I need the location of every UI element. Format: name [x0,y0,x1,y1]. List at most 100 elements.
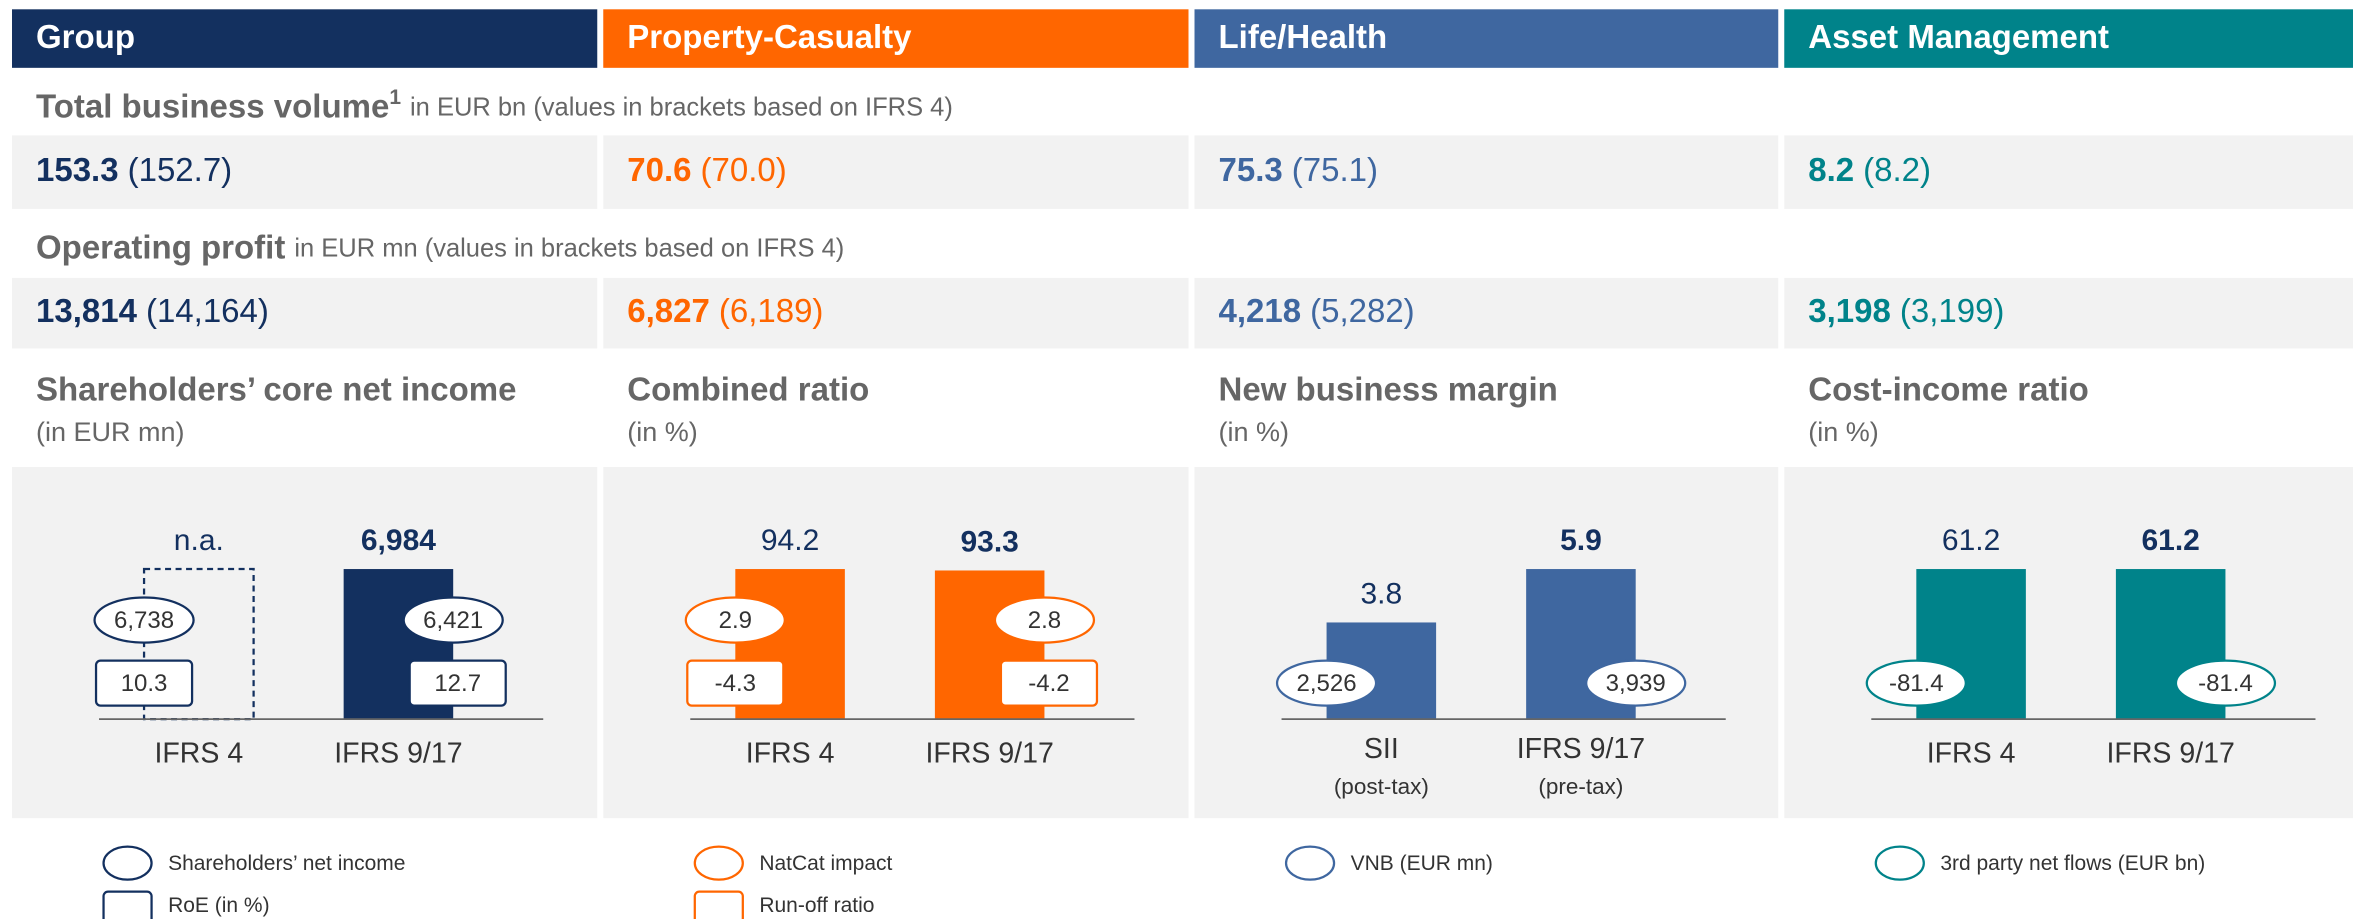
segment-header [1194,9,1779,68]
value-label: 94.2 [761,524,819,557]
metric-panel [1784,135,2353,209]
chart-title: Combined ratio [627,371,869,408]
metric-value: 153.3 (152.7) [36,151,232,188]
metric-bracket: (6,189) [719,292,824,329]
legend-box [102,890,153,919]
segment-title: Life/Health [1219,18,1388,55]
kpi-box [686,659,785,707]
legend-label: Shareholders’ net income [168,852,405,875]
metric-panel [1784,277,2353,349]
kpi-box-label: 12.7 [434,670,481,697]
metric-current: 3,198 [1808,292,1891,329]
placeholder-bar [142,567,255,721]
legend-label: RoE (in %) [168,894,270,917]
kpi-ellipse-label: -81.4 [2198,670,2253,697]
metric-bracket: (75.1) [1292,151,1378,188]
category-label: IFRS 4 [746,738,835,770]
legend-ellipse [102,845,153,881]
metric-current: 75.3 [1219,151,1283,188]
kpi-ellipse [1585,659,1687,707]
chart-title: Cost-income ratio [1808,371,2089,408]
metric-current: 8.2 [1808,151,1854,188]
metric-panel [603,277,1189,349]
kpi-box [999,659,1099,707]
metric-panel [1194,135,1779,209]
legend-label: Run-off ratio [759,894,874,917]
metric-panel [603,135,1189,209]
kpi-ellipse-label: 2.9 [719,607,752,634]
chart-title: Shareholders’ core net income [36,371,516,408]
legend-ellipse [1284,845,1336,881]
kpi-ellipse-label: 3,939 [1606,670,1666,697]
category-label: IFRS 9/17 [926,738,1054,770]
metric-bracket: (70.0) [701,151,787,188]
metric-current: 13,814 [36,292,138,329]
metric-bracket: (152.7) [128,151,233,188]
segment-header [1784,9,2353,68]
kpi-box [408,659,507,707]
metric-title: Operating profit [36,228,285,265]
kpi-ellipse [684,596,786,644]
metric-panel [12,277,598,349]
chart-title: New business margin [1219,371,1558,408]
kpi-box-label: 10.3 [121,670,168,697]
legend-ellipse [693,845,744,881]
legend-label: VNB (EUR mn) [1351,852,1493,875]
metric-unit: in EUR bn (values in brackets based on I… [410,93,953,121]
legend-ellipse [1874,845,1925,881]
kpi-ellipse [2174,659,2277,707]
legend-label: 3rd party net flows (EUR bn) [1940,852,2205,875]
metric-current: 6,827 [627,292,710,329]
metric-bracket: (5,282) [1310,292,1415,329]
category-label: IFRS 9/17 [334,738,462,770]
segment-header [603,9,1189,68]
kpi-ellipse-label: 2,526 [1297,670,1357,697]
category-label: IFRS 9/17 [2107,738,2235,770]
metric-bracket: (14,164) [146,292,269,329]
chart-subtitle: (in EUR mn) [36,417,185,447]
value-label: 61.2 [2141,524,2199,557]
value-label: 93.3 [960,525,1018,558]
metric-current: 153.3 [36,151,119,188]
chart-panel [1784,467,2353,819]
metric-unit: in EUR mn (values in brackets based on I… [294,234,844,262]
metric-current: 4,218 [1219,292,1302,329]
segment-title: Property-Casualty [627,18,912,55]
chart-subtitle: (in %) [1219,417,1290,447]
value-label: 61.2 [1942,524,2000,557]
metric-value: 6,827 (6,189) [627,292,823,329]
kpi-ellipse [402,596,504,644]
category-note: (pre-tax) [1538,774,1623,799]
category-label: IFRS 9/17 [1517,733,1645,765]
value-label: 5.9 [1560,524,1602,557]
metric-title: Total business volume [36,87,389,124]
value-label: 6,984 [361,524,436,557]
footnote-mark: 1 [389,85,401,108]
kpi-ellipse-label: 6,421 [423,607,483,634]
kpi-box [94,659,194,707]
metric-value: 3,198 (3,199) [1808,292,2004,329]
metric-heading: Operating profit in EUR mn (values in bra… [36,228,844,265]
chart-subtitle: (in %) [1808,417,1879,447]
category-note: (post-tax) [1334,774,1429,799]
category-label: SII [1364,733,1399,765]
metric-bracket: (8.2) [1863,151,1931,188]
kpi-ellipse-label: -81.4 [1889,670,1944,697]
chart-panel [1194,467,1779,819]
category-label: IFRS 4 [1927,738,2016,770]
kpi-ellipse-label: 2.8 [1028,607,1061,634]
legend-box [693,890,744,919]
kpi-ellipse [993,596,1096,644]
chart-panel [12,467,598,819]
metric-value: 8.2 (8.2) [1808,151,1931,188]
category-label: IFRS 4 [154,738,243,770]
kpi-ellipse [93,596,195,644]
kpi-box-label: -4.3 [715,670,756,697]
kpi-ellipse [1865,659,1967,707]
kpi-ellipse-label: 6,738 [114,607,174,634]
value-label: 3.8 [1360,577,1402,610]
value-label: n.a. [174,524,224,557]
segment-header [12,9,598,68]
metric-value: 70.6 (70.0) [627,151,786,188]
